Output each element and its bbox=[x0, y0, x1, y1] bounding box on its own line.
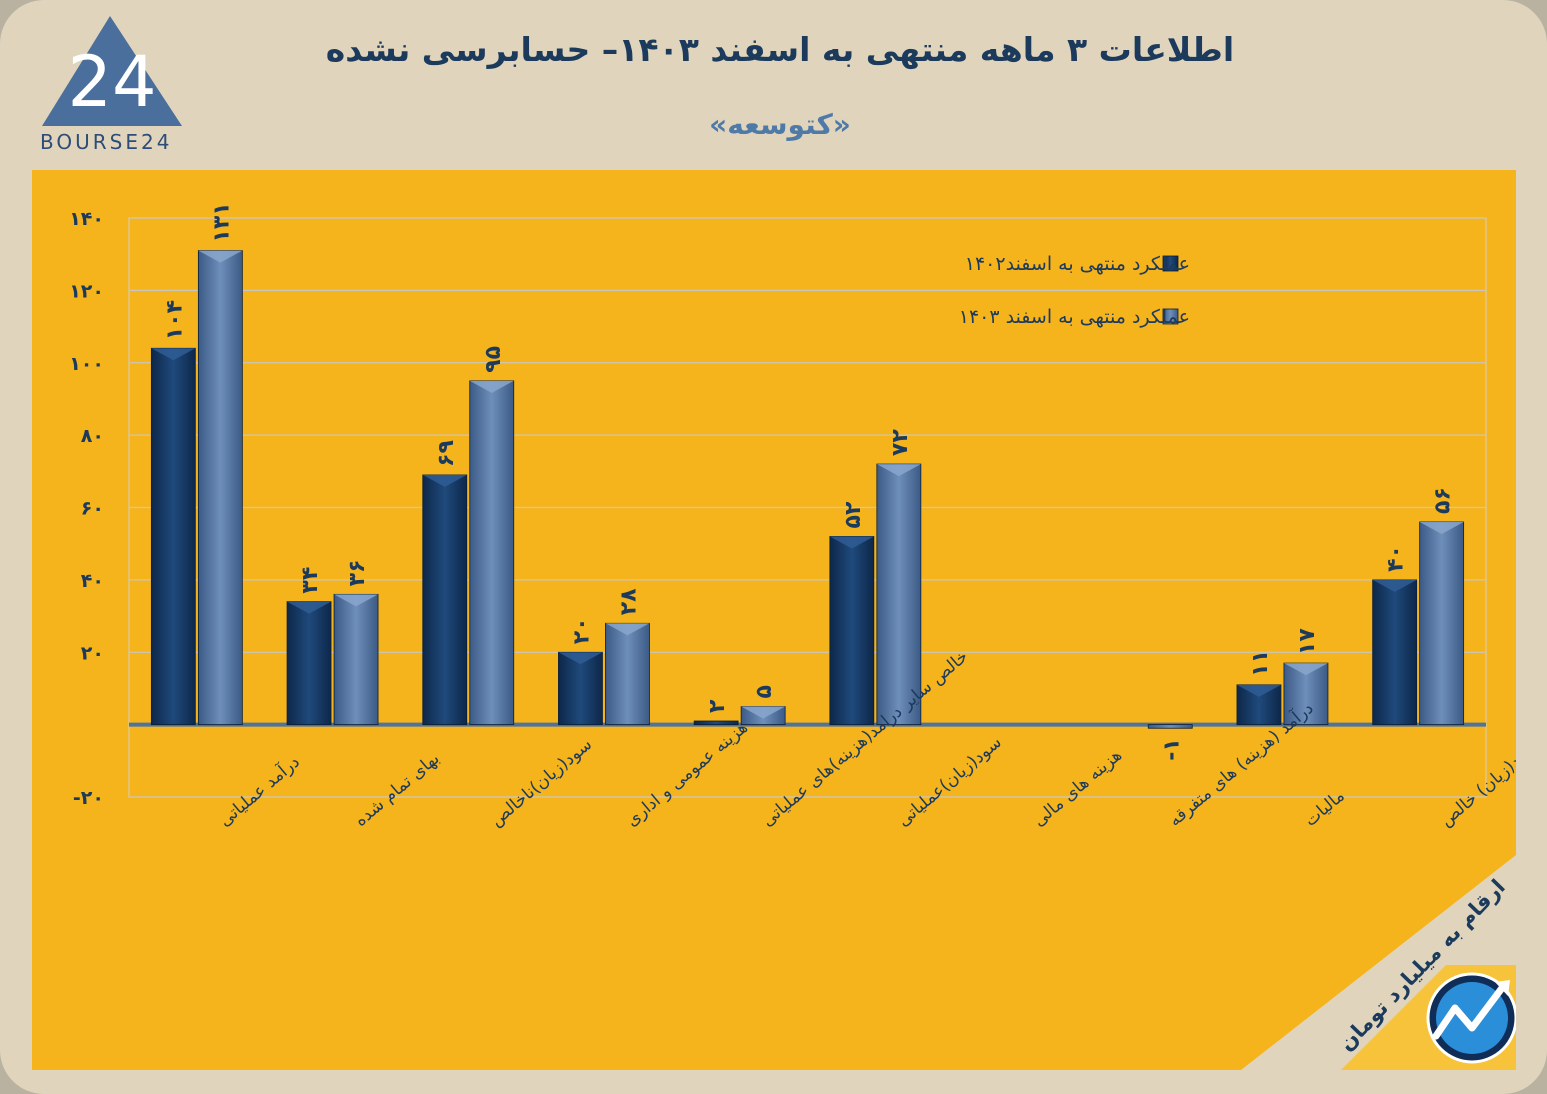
bar bbox=[422, 474, 468, 726]
bar-value-label: ۴۰ bbox=[1384, 545, 1409, 572]
bar-bevel bbox=[469, 380, 514, 393]
y-tick-label: ۱۲۰ bbox=[69, 280, 104, 302]
bar-value-label: ۱۰۴ bbox=[162, 300, 187, 340]
bar-chart: -۲۰ ۲۰ ۴۰ ۶۰ ۸۰ ۱۰۰ ۱۲۰ ۱۴۰ ۱۰۴ ۳۴ ۶۹ ۲۰ ۲ ۵۲ ۱۱ ۴۰ ۱۳۱ ۳… bbox=[32, 170, 1516, 1070]
bar bbox=[1147, 724, 1193, 729]
bar-bevel bbox=[334, 594, 379, 607]
bar bbox=[286, 601, 332, 726]
chart-panel bbox=[32, 170, 1516, 1070]
bar-bevel bbox=[741, 706, 786, 719]
bar bbox=[693, 720, 739, 726]
bar-bevel bbox=[1283, 663, 1328, 676]
bar-value-label: ۵۲ bbox=[841, 501, 866, 528]
bar-value-label: ۲۰ bbox=[569, 617, 594, 644]
bar-value-label: ۶۹ bbox=[434, 440, 459, 467]
bar-value-label: -۱ bbox=[1159, 738, 1184, 761]
bar-value-label: ۳۴ bbox=[298, 567, 323, 594]
legend-label: عملکرد منتهی به اسفند ۱۴۰۳ bbox=[959, 306, 1190, 328]
bar-bevel bbox=[198, 250, 243, 263]
y-tick-label: ۶۰ bbox=[81, 498, 104, 520]
bar-value-label: ۱۳۱ bbox=[209, 202, 234, 242]
bar-value-label: ۱۷ bbox=[1295, 628, 1320, 655]
bar-value-label: ۵ bbox=[752, 685, 777, 698]
bar-bevel bbox=[422, 474, 467, 487]
y-tick-label: ۲۰ bbox=[81, 642, 104, 664]
bar-value-label: ۲۸ bbox=[616, 588, 641, 615]
bar-bevel bbox=[829, 536, 874, 549]
bar-bevel bbox=[876, 464, 921, 477]
bar bbox=[1372, 579, 1418, 726]
bar bbox=[1419, 521, 1465, 726]
bar bbox=[876, 463, 922, 726]
bar-bevel bbox=[1419, 521, 1464, 534]
y-tick-label: ۴۰ bbox=[81, 570, 104, 592]
legend-label: عملکرد منتهی به اسفند۱۴۰۲ bbox=[965, 253, 1190, 275]
y-tick-label: ۱۴۰ bbox=[69, 208, 104, 230]
bar-value-label: ۲ bbox=[705, 699, 730, 713]
bar bbox=[469, 380, 515, 726]
bar bbox=[197, 250, 243, 726]
bar-value-label: ۱۱ bbox=[1248, 650, 1273, 677]
y-tick-label: ۸۰ bbox=[81, 425, 104, 447]
y-tick-label: -۲۰ bbox=[73, 787, 104, 809]
logo-text: BOURSE24 bbox=[40, 130, 173, 154]
bar-bevel bbox=[151, 348, 196, 361]
bar-value-label: ۷۲ bbox=[888, 429, 913, 456]
bar bbox=[150, 347, 196, 726]
bar-bevel bbox=[287, 601, 332, 614]
bar-value-label: ۳۶ bbox=[345, 559, 370, 586]
y-tick-label: ۱۰۰ bbox=[69, 353, 104, 375]
bar-value-label: ۵۶ bbox=[1431, 487, 1456, 514]
bar-bevel bbox=[558, 652, 603, 665]
svg-text:24: 24 bbox=[67, 41, 156, 123]
bar bbox=[605, 622, 650, 726]
bar bbox=[829, 536, 875, 726]
legend-swatch bbox=[1162, 308, 1179, 325]
page-title: اطلاعات ۳ ماهه منتهی به اسفند ۱۴۰۳– حساب… bbox=[325, 30, 1235, 69]
bar bbox=[558, 651, 603, 726]
bar-value-label: ۹۵ bbox=[481, 346, 506, 373]
bar-bevel bbox=[1372, 579, 1417, 592]
bar-bevel bbox=[605, 623, 650, 636]
trend-arrowhead-icon bbox=[1495, 980, 1510, 996]
legend-swatch bbox=[1162, 255, 1179, 272]
bar-bevel bbox=[1236, 684, 1281, 697]
bar bbox=[333, 593, 379, 726]
trend-arrow-icon bbox=[1432, 984, 1506, 1040]
bourse24-logo: 24 bbox=[42, 16, 182, 126]
company-name: «کتوسعه» bbox=[709, 108, 851, 141]
